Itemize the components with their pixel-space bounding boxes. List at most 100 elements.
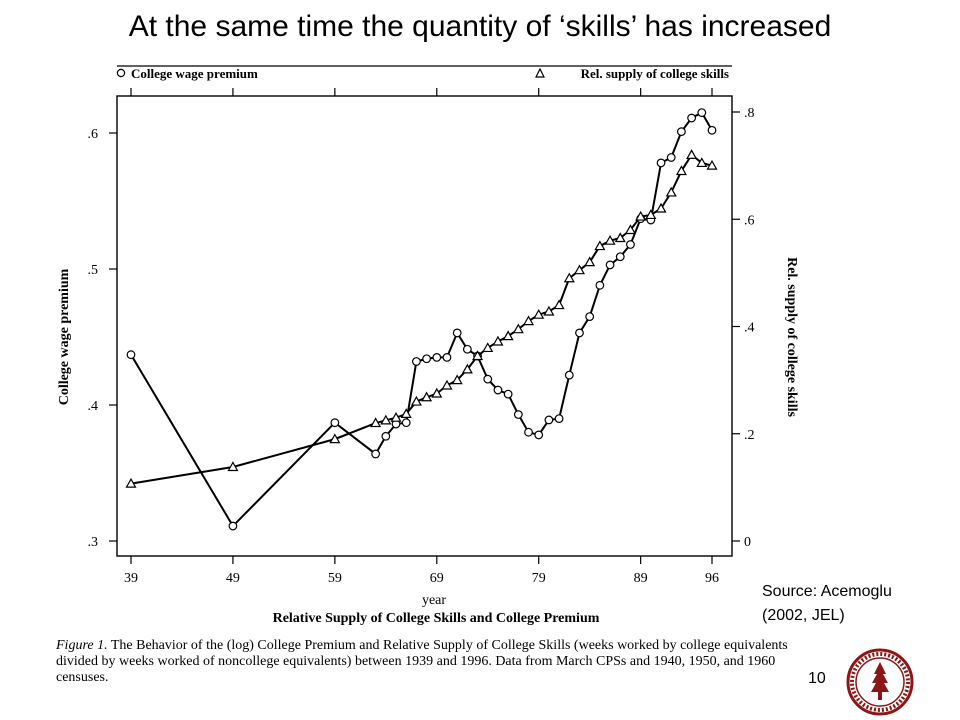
legend-circle-marker [116,68,126,78]
data-point-circle [483,374,493,384]
legend: College wage premium Rel. supply of colle… [116,66,729,81]
data-point-circle [330,418,340,428]
data-point-triangle [421,391,433,402]
y-right-tick-label: .8 [744,106,755,121]
data-point-circle [534,430,544,440]
data-point-triangle [227,461,239,472]
y-right-tick-label: .6 [744,213,755,228]
data-point-triangle [624,224,636,235]
data-point-circle [462,344,472,354]
data-point-circle [626,240,635,249]
data-point-triangle [441,379,453,390]
data-point-circle [412,357,421,366]
slide-title: At the same time the quantity of ‘skills… [128,10,832,43]
data-point-triangle [696,157,708,168]
university-seal-logo [846,648,914,716]
data-point-triangle [370,417,382,428]
data-point-triangle [390,411,402,422]
legend-triangle-marker [535,67,545,78]
data-point-triangle [512,323,524,334]
data-point-triangle [604,234,616,245]
x-axis-label: year [422,593,446,608]
data-point-triangle [614,232,626,243]
data-point-circle [503,389,513,399]
y-left-tick-label: .3 [88,535,99,550]
data-point-triangle [461,363,473,374]
data-point-circle [687,113,697,123]
data-point-triangle [584,256,596,267]
data-point-triangle [400,408,412,419]
y-axis-right-label: Rel. supply of college skills [784,257,799,417]
data-point-triangle [543,305,555,316]
series-group [125,108,718,531]
y-left-tick-label: .5 [88,263,99,278]
data-point-circle [422,354,431,364]
data-point-circle [656,158,666,168]
data-point-triangle [431,387,443,398]
x-tick-label: 69 [430,571,444,586]
data-point-circle [371,449,381,459]
data-point-triangle [635,210,647,221]
y-axis-left-label: College wage premium [57,268,72,405]
data-point-triangle [665,186,677,197]
data-point-circle [381,431,391,441]
axes: 39 49 59 69 79 89 96 .3 .4 .5 .6 0 .2 .4 .6 .8 [88,88,755,586]
source-line-2: (2002, JEL) [762,607,845,624]
figure-caption: Figure 1. The Behavior of the (log) Coll… [56,638,796,686]
source-line-1: Source: Acemoglu [762,583,892,600]
series-line-rel-supply-of-college-skills [130,153,713,485]
data-point-triangle [482,342,494,353]
data-point-circle [452,328,462,338]
data-point-circle [666,153,676,162]
data-point-circle [554,414,564,424]
x-tick-label: 59 [328,571,342,586]
data-point-circle [575,328,584,338]
data-point-triangle [706,159,718,170]
page-number: 10 [808,670,826,687]
data-point-triangle [329,433,341,444]
data-point-circle [493,385,503,395]
figure-caption-text: The Behavior of the (log) College Premiu… [56,638,788,685]
data-point-circle [677,127,686,137]
series-line-college-wage-premium [130,111,713,528]
data-point-circle [401,418,411,428]
data-point-triangle [410,395,422,406]
data-point-circle [524,427,533,437]
data-point-triangle [675,165,687,176]
x-tick-label: 89 [634,571,648,586]
data-point-circle [228,521,238,531]
data-point-triangle [686,149,698,159]
data-point-triangle [563,272,575,283]
figure-caption-label: Figure 1. [56,638,108,653]
data-point-triangle [573,264,586,275]
data-point-circle [513,410,523,419]
data-point-triangle [523,315,535,326]
data-point-triangle [492,335,504,346]
data-point-triangle [380,414,392,425]
data-point-circle [697,108,707,117]
source-note: Source: Acemoglu (2002, JEL) [762,580,952,628]
data-point-triangle [472,350,484,361]
data-point-circle [126,350,136,360]
y-left-tick-label: .4 [88,399,99,414]
legend-label: College wage premium [131,66,258,81]
data-point-circle [615,252,625,262]
x-tick-label: 39 [124,571,138,586]
plot-frame [116,65,733,557]
data-point-triangle [502,330,514,341]
data-point-triangle [655,202,667,213]
y-left-tick-label: .6 [88,127,99,142]
x-tick-label: 49 [226,571,240,586]
data-point-triangle [125,477,137,488]
data-point-circle [605,260,615,270]
data-point-circle [595,280,605,290]
data-point-triangle [553,299,565,310]
y-right-tick-label: 0 [744,535,751,550]
data-point-circle [564,370,574,380]
data-point-triangle [451,374,463,385]
data-point-triangle [645,209,657,220]
x-tick-label: 96 [705,571,719,586]
data-point-triangle [533,308,545,319]
data-point-circle [707,125,717,135]
data-point-circle [432,353,442,362]
